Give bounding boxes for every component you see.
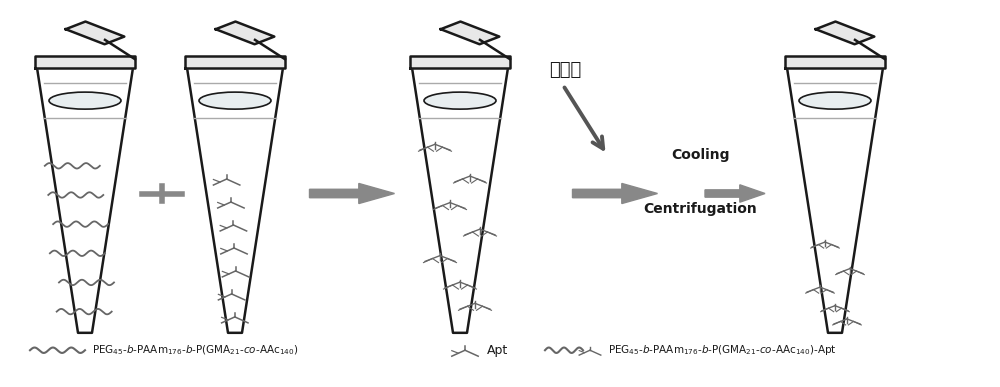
Text: Apt: Apt bbox=[487, 344, 508, 357]
Ellipse shape bbox=[199, 92, 271, 109]
Polygon shape bbox=[412, 68, 508, 333]
Polygon shape bbox=[816, 22, 874, 44]
Polygon shape bbox=[572, 183, 658, 204]
Polygon shape bbox=[310, 183, 394, 204]
Polygon shape bbox=[187, 68, 283, 333]
Polygon shape bbox=[216, 22, 274, 44]
Polygon shape bbox=[705, 185, 765, 202]
Ellipse shape bbox=[424, 92, 496, 109]
Text: Centrifugation: Centrifugation bbox=[643, 202, 757, 216]
Text: Cooling: Cooling bbox=[671, 148, 729, 162]
Polygon shape bbox=[185, 56, 285, 68]
Polygon shape bbox=[441, 22, 499, 44]
Ellipse shape bbox=[799, 92, 871, 109]
Text: 甘氨酸: 甘氨酸 bbox=[549, 61, 581, 79]
Polygon shape bbox=[785, 56, 885, 68]
Text: PEG$_{45}$-$b$-PAAm$_{176}$-$b$-P(GMA$_{21}$-$co$-AAc$_{140}$): PEG$_{45}$-$b$-PAAm$_{176}$-$b$-P(GMA$_{… bbox=[92, 343, 298, 357]
Polygon shape bbox=[787, 68, 883, 333]
Polygon shape bbox=[35, 56, 135, 68]
Polygon shape bbox=[37, 68, 133, 333]
Polygon shape bbox=[410, 56, 510, 68]
Polygon shape bbox=[66, 22, 124, 44]
Text: PEG$_{45}$-$b$-PAAm$_{176}$-$b$-P(GMA$_{21}$-$co$-AAc$_{140}$)-Apt: PEG$_{45}$-$b$-PAAm$_{176}$-$b$-P(GMA$_{… bbox=[608, 343, 837, 357]
Ellipse shape bbox=[49, 92, 121, 109]
